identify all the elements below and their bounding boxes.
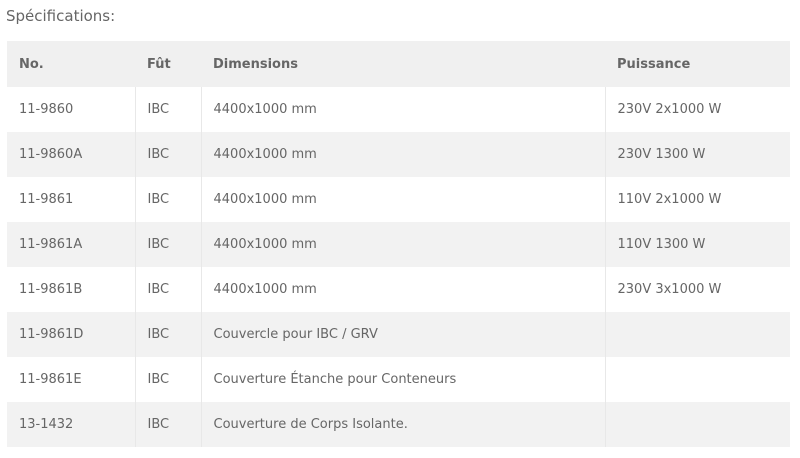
cell-no: 11-9861D: [7, 312, 136, 357]
table-row: 13-1432 IBC Couverture de Corps Isolante.: [7, 402, 790, 447]
header-dimensions: Dimensions: [201, 41, 605, 87]
header-puissance: Puissance: [605, 41, 790, 87]
cell-fut: IBC: [135, 312, 202, 357]
cell-puissance: 230V 3x1000 W: [617, 282, 722, 297]
cell-no: 11-9860A: [7, 132, 136, 177]
header-fut: Fût: [135, 41, 201, 87]
cell-no: 11-9861A: [7, 222, 136, 267]
section-title: Spécifications:: [6, 7, 116, 25]
cell-puissance: 230V 1300 W: [617, 147, 706, 162]
cell-puissance: [605, 402, 790, 447]
cell-fut: IBC: [135, 402, 202, 447]
table-row: 11-9861D IBC Couvercle pour IBC / GRV: [7, 312, 790, 357]
cell-puissance: [605, 357, 790, 402]
cell-fut: IBC: [135, 132, 202, 177]
cell-fut: IBC: [135, 222, 202, 267]
cell-fut: IBC: [135, 87, 202, 132]
cell-puissance: [605, 312, 790, 357]
table-header-row: No. Fût Dimensions Puissance: [7, 41, 790, 87]
cell-dimensions: 4400x1000 mm: [201, 87, 606, 132]
cell-dimensions: Couverture de Corps Isolante.: [201, 402, 606, 447]
cell-fut: IBC: [135, 357, 202, 402]
cell-puissance: 110V 2x1000 W: [617, 192, 722, 207]
cell-no: 11-9861B: [7, 267, 136, 312]
cell-no: 13-1432: [7, 402, 136, 447]
cell-dimensions: Couvercle pour IBC / GRV: [201, 312, 606, 357]
cell-fut: IBC: [135, 177, 202, 222]
cell-no: 11-9861: [7, 177, 136, 222]
cell-dimensions: 4400x1000 mm: [201, 222, 606, 267]
table-row: 11-9861B IBC 4400x1000 mm 230V 3x1000 W: [7, 267, 790, 312]
cell-dimensions: 4400x1000 mm: [201, 267, 606, 312]
cell-dimensions: Couverture Étanche pour Conteneurs: [201, 357, 606, 402]
cell-puissance: 230V 2x1000 W: [617, 102, 722, 117]
cell-no: 11-9860: [7, 87, 136, 132]
table-row: 11-9860A IBC 4400x1000 mm 230V 1300 W: [7, 132, 790, 177]
cell-no: 11-9861E: [7, 357, 136, 402]
table-row: 11-9861A IBC 4400x1000 mm 110V 1300 W: [7, 222, 790, 267]
cell-dimensions: 4400x1000 mm: [201, 132, 606, 177]
header-no: No.: [7, 41, 135, 87]
table-row: 11-9861 IBC 4400x1000 mm 110V 2x1000 W: [7, 177, 790, 222]
cell-fut: IBC: [135, 267, 202, 312]
specifications-table: No. Fût Dimensions Puissance 11-9860 IBC 4…: [7, 41, 790, 447]
cell-dimensions: 4400x1000 mm: [201, 177, 606, 222]
cell-puissance: 110V 1300 W: [617, 237, 706, 252]
table-row: 11-9860 IBC 4400x1000 mm 230V 2x1000 W: [7, 87, 790, 132]
table-row: 11-9861E IBC Couverture Étanche pour Conte…: [7, 357, 790, 402]
